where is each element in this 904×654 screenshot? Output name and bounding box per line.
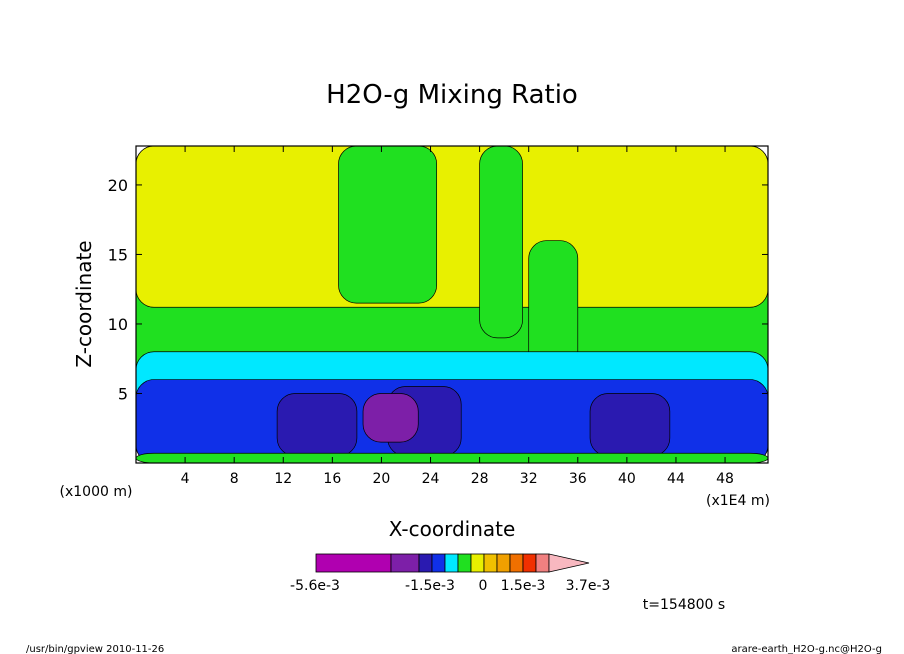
colorbar-swatch bbox=[444, 553, 459, 573]
contour-region-7 bbox=[276, 393, 358, 457]
colorbar-swatch bbox=[535, 553, 550, 573]
y-tick-label: 10 bbox=[108, 315, 128, 334]
colorbar-swatch bbox=[418, 553, 433, 573]
colorbar-label: 1.5e-3 bbox=[501, 578, 546, 594]
colorbar-swatch bbox=[522, 553, 537, 573]
colorbar-label: 3.7e-3 bbox=[566, 578, 611, 594]
x-tick-label: 48 bbox=[716, 471, 734, 487]
footer-left: /usr/bin/gpview 2010-11-26 bbox=[26, 644, 164, 654]
colorbar-swatch bbox=[470, 553, 485, 573]
x-tick-label: 40 bbox=[618, 471, 636, 487]
y-ticks: 5 10 15 20 bbox=[108, 176, 768, 403]
x-axis-units-left: (x1000 m) bbox=[60, 484, 133, 500]
chart-title: H2O-g Mixing Ratio bbox=[326, 80, 578, 110]
x-tick-label: 16 bbox=[323, 471, 341, 487]
x-axis-units-right: (x1E4 m) bbox=[706, 493, 770, 509]
colorbar-labels: -5.6e-3 -1.5e-3 0 1.5e-3 3.7e-3 bbox=[290, 578, 610, 594]
colorbar-swatch bbox=[431, 553, 446, 573]
x-tick-label: 28 bbox=[471, 471, 489, 487]
colorbar-label: 0 bbox=[479, 578, 488, 594]
y-tick-label: 5 bbox=[118, 384, 128, 403]
colorbar-arrow bbox=[548, 553, 590, 573]
x-tick-label: 32 bbox=[520, 471, 538, 487]
colorbar-label: -1.5e-3 bbox=[405, 578, 455, 594]
colorbar-swatch bbox=[496, 553, 511, 573]
colorbar-swatch bbox=[483, 553, 498, 573]
x-tick-label: 12 bbox=[274, 471, 292, 487]
x-tick-label: 4 bbox=[181, 471, 190, 487]
x-tick-label: 36 bbox=[569, 471, 587, 487]
x-tick-label: 44 bbox=[667, 471, 685, 487]
contour-region-1 bbox=[135, 145, 769, 308]
contour-region-10 bbox=[362, 393, 419, 443]
x-tick-label: 24 bbox=[422, 471, 440, 487]
plot-frame bbox=[135, 145, 769, 464]
contour-region-9 bbox=[589, 393, 671, 457]
y-tick-label: 15 bbox=[108, 245, 128, 264]
colorbar-swatch bbox=[390, 553, 420, 573]
x-tick-label: 8 bbox=[230, 471, 239, 487]
contour-region-11 bbox=[135, 452, 769, 464]
colorbar-swatch bbox=[509, 553, 524, 573]
colorbar bbox=[315, 553, 590, 573]
colorbar-swatch bbox=[315, 553, 392, 573]
contour-region-2 bbox=[338, 145, 438, 304]
y-tick-label: 20 bbox=[108, 176, 128, 195]
y-axis-label: Z-coordinate bbox=[72, 240, 96, 367]
colorbar-label: -5.6e-3 bbox=[290, 578, 340, 594]
x-ticks: 4 8 12 16 20 24 28 32 36 40 44 48 bbox=[181, 146, 734, 487]
colorbar-swatch bbox=[457, 553, 472, 573]
plot-area bbox=[135, 145, 769, 464]
x-axis-label: X-coordinate bbox=[389, 517, 516, 541]
footer-right: arare-earth_H2O-g.nc@H2O-g bbox=[731, 644, 882, 654]
x-tick-label: 20 bbox=[373, 471, 391, 487]
time-label: t=154800 s bbox=[643, 597, 725, 613]
contour-region-3 bbox=[479, 145, 523, 339]
